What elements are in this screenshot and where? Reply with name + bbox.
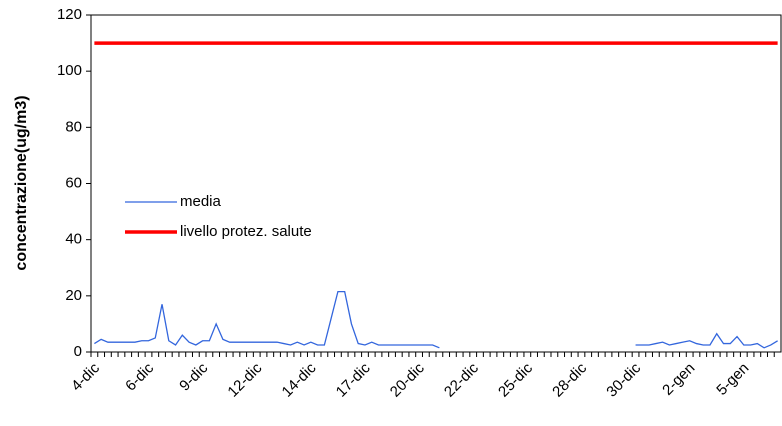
y-tick-label: 60 bbox=[65, 174, 82, 191]
x-tick-label: 20-dic bbox=[387, 359, 428, 400]
y-tick-label: 20 bbox=[65, 287, 82, 304]
plot-area bbox=[90, 14, 782, 353]
y-tick-label: 120 bbox=[57, 6, 82, 23]
legend-label: media bbox=[180, 193, 222, 210]
x-tick-label: 2-gen bbox=[659, 360, 698, 399]
x-tick-label: 25-dic bbox=[495, 359, 536, 400]
y-axis-label: concentrazione(ug/m3) bbox=[13, 95, 30, 270]
y-tick-label: 100 bbox=[57, 62, 82, 79]
x-tick-label: 30-dic bbox=[603, 359, 644, 400]
x-tick-label: 6-dic bbox=[122, 359, 157, 394]
y-tick-label: 0 bbox=[74, 343, 82, 360]
legend-label: livello protez. salute bbox=[180, 223, 312, 240]
x-tick-label: 4-dic bbox=[68, 359, 103, 394]
x-tick-label: 9-dic bbox=[176, 359, 211, 394]
y-tick-label: 40 bbox=[65, 231, 82, 248]
y-tick-label: 80 bbox=[65, 118, 82, 135]
x-tick-label: 17-dic bbox=[333, 359, 374, 400]
x-tick-label: 14-dic bbox=[279, 359, 320, 400]
x-tick-label: 28-dic bbox=[549, 359, 590, 400]
x-tick-label: 12-dic bbox=[224, 359, 265, 400]
x-tick-label: 22-dic bbox=[441, 359, 482, 400]
series-line bbox=[94, 290, 778, 349]
x-tick-label: 5-gen bbox=[713, 360, 752, 399]
